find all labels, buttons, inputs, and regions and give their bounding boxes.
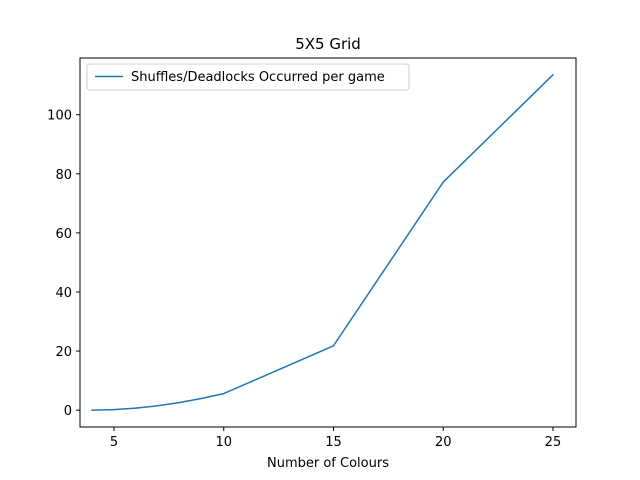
x-tick-label: 5 [110,435,118,450]
x-tick-label: 25 [545,435,562,450]
data-point [222,392,225,395]
data-point [135,407,137,409]
legend-box [86,63,410,91]
data-point [442,181,445,183]
data-point [201,397,203,400]
legend: Shuffles/Deadlocks Occurred per game [86,63,410,91]
x-tick-label: 15 [325,435,342,450]
y-tick-label: 20 [55,345,72,360]
y-tick-label: 40 [55,286,72,301]
x-tick-label: 10 [215,435,232,450]
plot-area [91,74,554,411]
y-tick-label: 60 [55,227,72,242]
y-tick-label: 100 [47,109,72,124]
chart-title: 5X5 Grid [295,35,361,53]
data-point [332,344,335,347]
data-point [179,401,181,404]
data-point [91,409,93,411]
x-axis-label: Number of Colours [267,456,389,471]
legend-label: Shuffles/Deadlocks Occurred per game [131,70,385,85]
axes-frame [79,57,577,428]
x-axis: 5 10 15 20 25 [110,427,561,450]
series-line [92,74,554,411]
y-axis: 0 20 40 60 80 100 [47,109,80,419]
x-tick-label: 20 [435,435,452,450]
y-tick-label: 0 [64,404,72,419]
data-point [552,74,554,76]
y-tick-label: 80 [55,168,72,183]
data-point [113,408,115,411]
data-point [157,404,159,407]
